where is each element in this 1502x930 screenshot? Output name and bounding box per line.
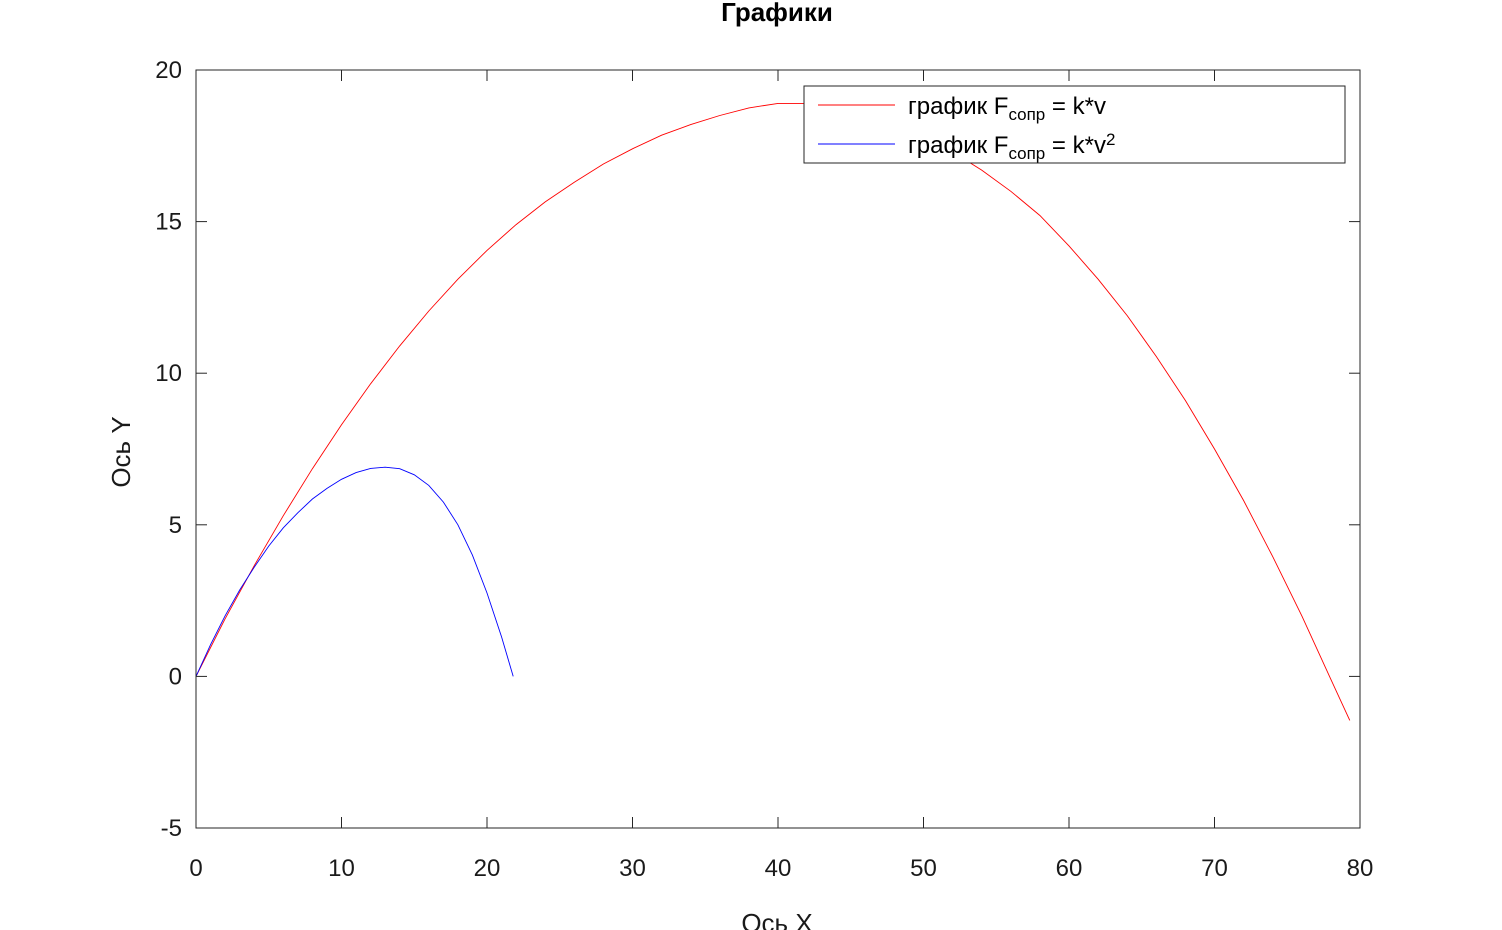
x-axis-label: Ось X [741, 908, 812, 930]
y-tick-label: 15 [155, 209, 182, 236]
x-tick-label: 10 [328, 855, 355, 882]
x-tick-label: 20 [474, 855, 501, 882]
y-tick-label: 0 [169, 663, 182, 690]
plot-background [196, 70, 1360, 828]
x-tick-label: 60 [1056, 855, 1083, 882]
series-line-2 [195, 466, 514, 677]
y-tick-label: -5 [161, 815, 182, 842]
x-tick-label: 50 [910, 855, 937, 882]
legend: график Fсопр = k*v график Fсопр = k*v2 [803, 85, 1346, 164]
legend-box [803, 85, 1346, 164]
x-tick-label: 70 [1201, 855, 1228, 882]
legend-entry-1: график Fсопр = k*v [908, 93, 1106, 124]
y-tick-label: 10 [155, 360, 182, 387]
legend-entry-2: график Fсопр = k*v2 [908, 130, 1115, 163]
x-tick-label: 30 [619, 855, 646, 882]
series-layer [195, 102, 1351, 721]
plot-area [196, 70, 1360, 828]
y-axis-label: Ось Y [106, 416, 136, 487]
y-tick-label: 20 [155, 57, 182, 84]
chart-title: Графики [721, 0, 833, 27]
x-tick-label: 40 [765, 855, 792, 882]
axes-layer: 0 10 20 30 40 50 60 70 80 -5 0 5 10 15 20 [155, 57, 1373, 882]
x-tick-label: 0 [189, 855, 202, 882]
series-line-1 [195, 102, 1351, 721]
y-tick-label: 5 [169, 512, 182, 539]
x-tick-label: 80 [1347, 855, 1374, 882]
